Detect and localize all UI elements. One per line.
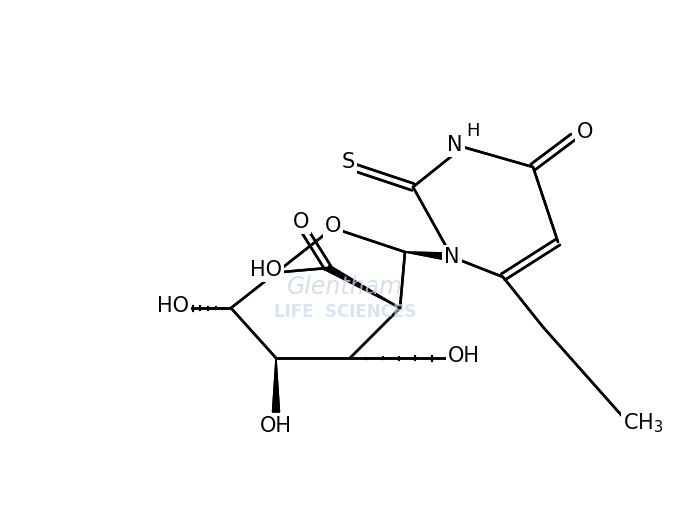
Polygon shape <box>405 252 452 261</box>
Text: S: S <box>341 152 355 172</box>
Text: OH: OH <box>448 346 480 366</box>
Text: N: N <box>448 135 463 155</box>
Text: N: N <box>444 247 460 267</box>
Text: H: H <box>466 122 480 140</box>
Text: O: O <box>577 122 593 142</box>
Polygon shape <box>273 358 280 412</box>
Text: LIFE  SCIENCES: LIFE SCIENCES <box>274 303 416 321</box>
Polygon shape <box>405 252 452 261</box>
Text: HO: HO <box>250 260 282 280</box>
Text: O: O <box>325 216 341 236</box>
Text: Glentham: Glentham <box>287 275 403 299</box>
Text: OH: OH <box>260 416 292 436</box>
Text: CH$_3$: CH$_3$ <box>623 411 663 435</box>
Polygon shape <box>326 265 400 308</box>
Text: O: O <box>293 212 309 232</box>
Text: HO: HO <box>157 296 189 316</box>
Polygon shape <box>326 265 400 308</box>
Polygon shape <box>273 358 280 412</box>
